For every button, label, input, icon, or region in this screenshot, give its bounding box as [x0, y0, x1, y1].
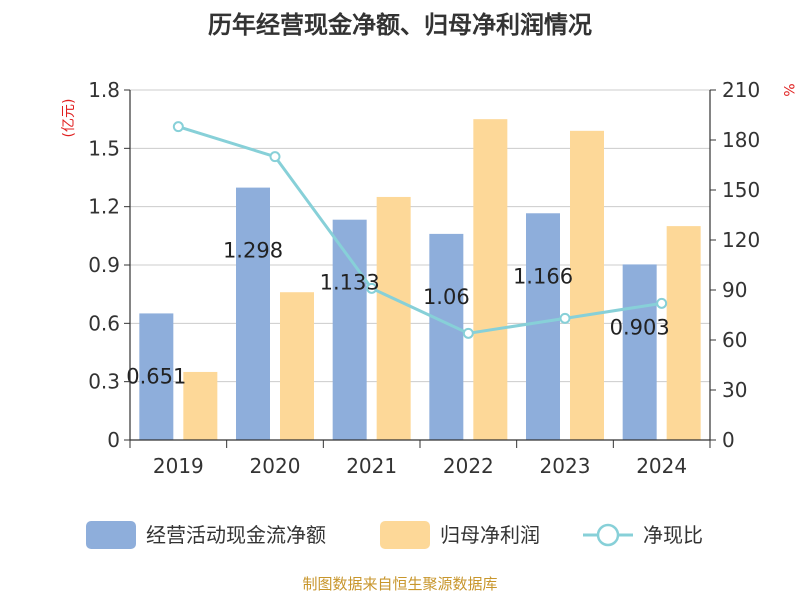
right-tick-label: 30 — [722, 378, 747, 402]
legend: 经营活动现金流净额 归母净利润 净现比 — [86, 521, 703, 549]
right-tick-label: 60 — [722, 328, 747, 352]
bar-operating-cash-flow — [139, 313, 174, 440]
right-tick-label: 180 — [722, 128, 760, 152]
bar-net-profit — [570, 130, 604, 441]
left-tick-label: 0 — [107, 428, 120, 452]
ratio-line-path — [177, 125, 662, 335]
legend-label: 净现比 — [643, 523, 703, 547]
data-label: 1.06 — [423, 285, 470, 309]
ratio-point — [172, 121, 184, 133]
ratio-point — [366, 282, 378, 294]
bar-net-profit — [280, 292, 314, 440]
right-tick-label: 210 — [722, 78, 760, 102]
bar-net-profit — [473, 119, 508, 441]
data-labels: 0.651 1.298 1.133 1.06 1.166 0.903 — [126, 239, 669, 389]
data-label: 0.903 — [610, 315, 670, 339]
axes: 0 0.3 0.6 0.9 1.2 1.5 1.8 0 30 60 90 120 150 180 210 20… — [88, 78, 760, 478]
bars — [139, 119, 701, 441]
gridlines — [130, 89, 710, 383]
chart-title: 历年经营现金净额、归母净利润情况 — [208, 11, 592, 39]
ratio-point — [269, 151, 281, 163]
right-axis-unit: % — [780, 83, 796, 96]
left-tick-label: 0.3 — [88, 370, 120, 394]
left-tick-label: 0.9 — [88, 253, 120, 277]
left-tick-label: 1.8 — [88, 78, 120, 102]
ratio-point — [462, 327, 474, 339]
bar-operating-cash-flow — [429, 233, 464, 440]
right-tick-label: 120 — [722, 228, 760, 252]
data-label: 1.133 — [320, 271, 380, 295]
bar-net-profit — [666, 226, 701, 440]
data-label: 1.298 — [223, 239, 283, 263]
x-tick-label: 2023 — [540, 454, 591, 478]
x-tick-label: 2022 — [443, 454, 494, 478]
left-tick-label: 1.2 — [88, 195, 120, 219]
bar-operating-cash-flow — [236, 187, 270, 440]
legend-swatch-net-profit — [380, 521, 430, 549]
ratio-line — [172, 121, 668, 339]
legend-swatch-operating-cash-flow — [86, 521, 136, 549]
source-note: 制图数据来自恒生聚源数据库 — [302, 575, 497, 593]
right-tick-label: 150 — [722, 178, 760, 202]
legend-marker-ratio — [596, 523, 620, 547]
bar-net-profit — [183, 371, 218, 440]
bar-operating-cash-flow — [332, 219, 367, 440]
ratio-point — [559, 312, 571, 324]
data-label: 1.166 — [513, 264, 573, 288]
ratio-point — [656, 297, 668, 309]
bar-net-profit — [376, 196, 411, 440]
left-tick-label: 0.6 — [88, 311, 120, 335]
legend-label: 经营活动现金流净额 — [146, 523, 326, 547]
left-tick-label: 1.5 — [88, 136, 120, 160]
right-tick-label: 0 — [722, 428, 735, 452]
right-tick-label: 90 — [722, 278, 747, 302]
bar-operating-cash-flow — [526, 213, 560, 440]
data-label: 0.651 — [126, 364, 186, 388]
x-tick-label: 2019 — [153, 454, 204, 478]
legend-label: 归母净利润 — [440, 523, 540, 547]
bar-operating-cash-flow — [622, 264, 657, 440]
x-tick-label: 2021 — [346, 454, 397, 478]
left-axis-unit: (亿元) — [61, 99, 77, 138]
x-tick-label: 2024 — [636, 454, 687, 478]
x-tick-label: 2020 — [250, 454, 301, 478]
